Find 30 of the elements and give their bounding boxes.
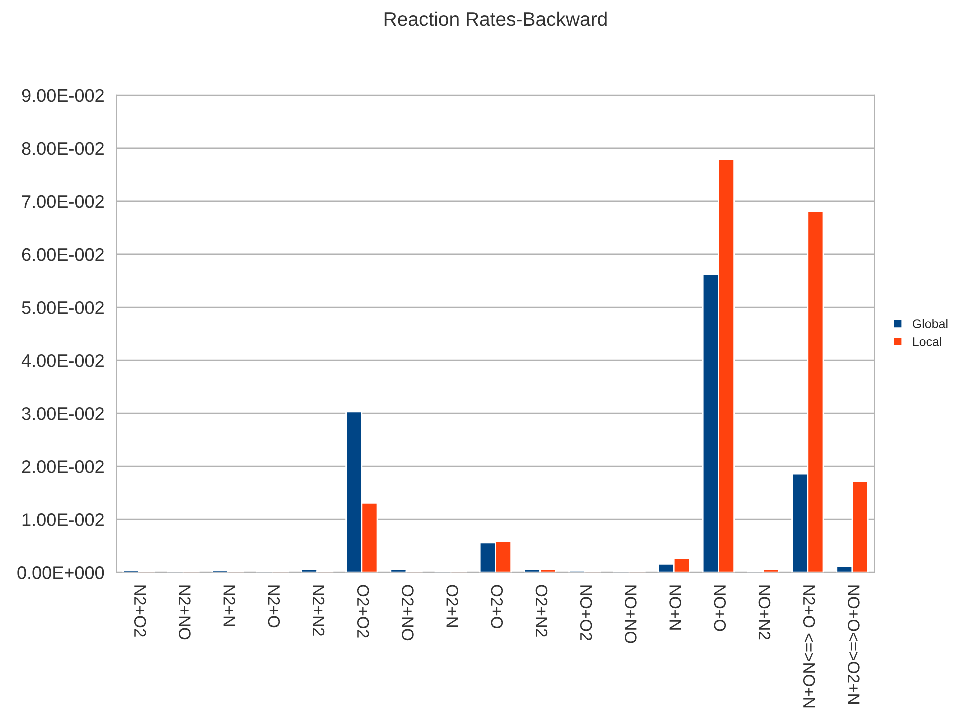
- y-tick-label: 5.00E-002: [22, 301, 104, 314]
- x-tick-label: N2+O <=>NO+N: [803, 586, 816, 708]
- chart-title: Reaction Rates-Backward: [384, 12, 607, 26]
- y-tick-label: 9.00E-002: [22, 89, 104, 102]
- x-tick-label: O2+N2: [536, 585, 548, 637]
- x-tick-label: N2+N2: [313, 586, 325, 636]
- y-tick-label: 8.00E-002: [22, 142, 104, 156]
- x-tick-label: N2+NO: [179, 586, 191, 640]
- legend-label: Global: [913, 319, 948, 328]
- y-tick-label: 4.00E-002: [22, 354, 104, 368]
- y-tick-label: 0.00E+000: [18, 566, 104, 580]
- x-tick-label: N2+N: [224, 586, 236, 626]
- y-tick-label: 2.00E-002: [22, 460, 104, 474]
- x-tick-label: NO+O: [714, 586, 726, 632]
- x-tick-label: NO+O2: [580, 586, 592, 641]
- x-tick-label: O2+N: [446, 585, 458, 628]
- y-tick-label: 1.00E-002: [22, 514, 104, 526]
- x-tick-label: N2+O: [268, 586, 280, 628]
- x-tick-label: NO+N: [670, 586, 682, 630]
- x-tick-label: O2+O: [491, 585, 504, 629]
- x-tick-label: N2+O2: [134, 586, 146, 637]
- x-tick-label: O2+NO: [402, 585, 414, 641]
- y-tick-label: 6.00E-002: [22, 248, 104, 262]
- x-tick-label: NO+NO: [625, 586, 637, 644]
- y-tick-label: 3.00E-002: [22, 407, 104, 420]
- x-tick-label: O2+O2: [357, 585, 370, 638]
- x-tick-label: NO+O<=>O2+N: [848, 586, 860, 704]
- x-tick-label: NO+N2: [758, 586, 771, 640]
- legend-label: Local: [913, 337, 942, 346]
- y-tick-label: 7.00E-002: [22, 195, 104, 208]
